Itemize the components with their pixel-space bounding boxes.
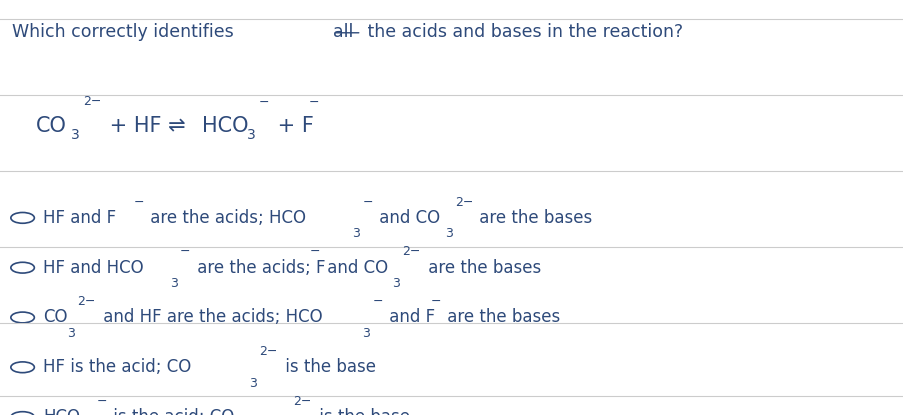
Text: HF is the acid; CO: HF is the acid; CO: [43, 358, 191, 376]
Text: 2−: 2−: [77, 295, 95, 308]
Text: + F: + F: [271, 116, 313, 136]
Text: Which correctly identifies: Which correctly identifies: [12, 23, 238, 41]
Text: −: −: [430, 295, 441, 308]
Text: 3: 3: [352, 227, 360, 240]
Text: 2−: 2−: [83, 95, 101, 108]
Text: 3: 3: [362, 327, 370, 340]
Text: HCO: HCO: [201, 116, 247, 136]
Text: −: −: [310, 245, 321, 259]
Text: and CO: and CO: [374, 209, 440, 227]
Text: all: all: [332, 23, 353, 41]
Text: 3: 3: [444, 227, 452, 240]
Text: HF and HCO: HF and HCO: [43, 259, 144, 277]
Text: and F: and F: [384, 308, 435, 327]
Text: 2−: 2−: [259, 345, 277, 358]
Text: + HF ⇌: + HF ⇌: [103, 116, 192, 136]
Text: CO: CO: [43, 308, 68, 327]
Text: 3: 3: [67, 327, 75, 340]
Text: −: −: [180, 245, 191, 259]
Text: is the acid; CO: is the acid; CO: [108, 408, 235, 415]
Text: and CO: and CO: [321, 259, 387, 277]
Text: 2−: 2−: [293, 395, 311, 408]
Text: and HF are the acids; HCO: and HF are the acids; HCO: [98, 308, 321, 327]
Text: −: −: [372, 295, 383, 308]
Text: 3: 3: [249, 376, 257, 390]
Text: 2−: 2−: [454, 195, 472, 209]
Text: −: −: [97, 395, 107, 408]
Text: is the base: is the base: [313, 408, 409, 415]
Text: are the acids; HCO: are the acids; HCO: [144, 209, 305, 227]
Text: −: −: [362, 195, 373, 209]
Text: −: −: [309, 95, 320, 108]
Text: are the acids; F: are the acids; F: [191, 259, 325, 277]
Text: the acids and bases in the reaction?: the acids and bases in the reaction?: [361, 23, 682, 41]
Text: are the bases: are the bases: [473, 209, 591, 227]
Text: HCO: HCO: [43, 408, 80, 415]
Text: −: −: [134, 195, 144, 209]
Text: 2−: 2−: [402, 245, 420, 259]
Text: 3: 3: [70, 128, 79, 142]
Text: are the bases: are the bases: [442, 308, 560, 327]
Text: 3: 3: [170, 277, 178, 290]
Text: are the bases: are the bases: [423, 259, 541, 277]
Text: 3: 3: [392, 277, 400, 290]
Text: CO: CO: [36, 116, 67, 136]
Text: −: −: [258, 95, 269, 108]
Text: 3: 3: [247, 128, 256, 142]
Text: HF and F: HF and F: [43, 209, 116, 227]
Text: is the base: is the base: [280, 358, 376, 376]
